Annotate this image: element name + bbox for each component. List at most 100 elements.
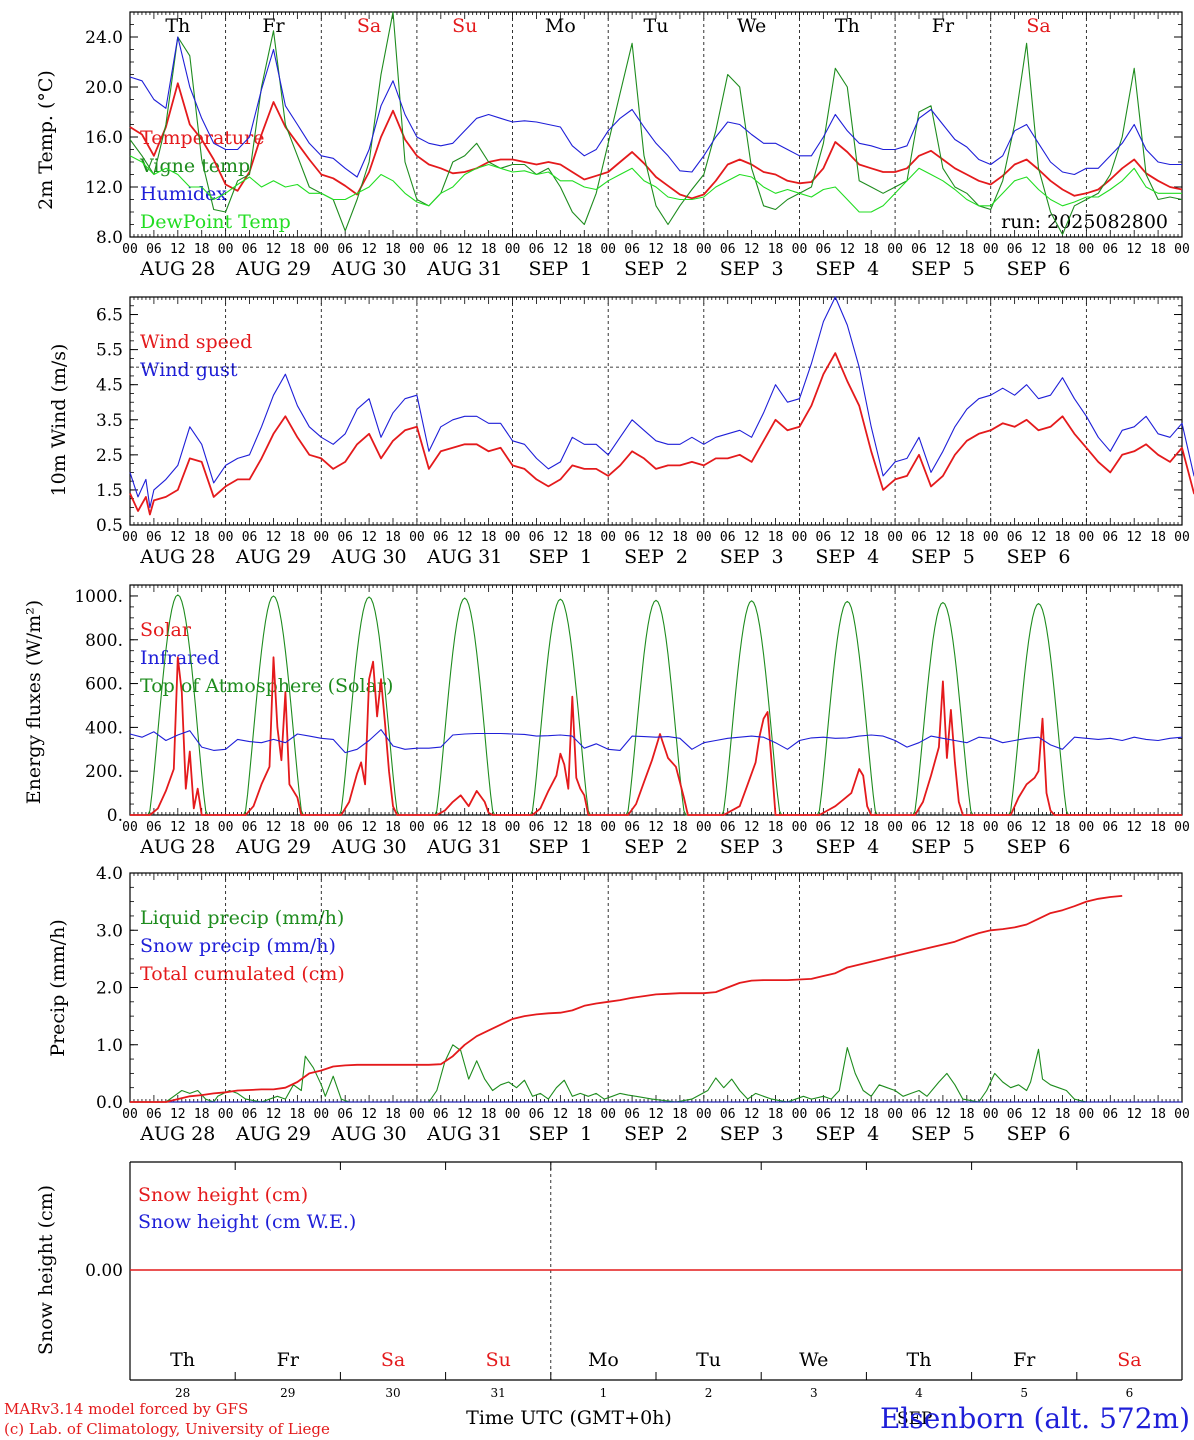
day-label: SEP 6 [1007, 836, 1071, 858]
hour-tick-label: 12 [744, 530, 760, 545]
y-tick-label: 5.5 [96, 341, 123, 361]
day-label: SEP 4 [815, 836, 879, 858]
hour-tick-label: 00 [983, 1107, 999, 1122]
ylabel-snow: Snow height (cm) [35, 1185, 57, 1355]
hour-tick-label: 06 [242, 1107, 258, 1122]
hour-tick-label: 18 [768, 242, 784, 257]
y-tick-label: 24.0 [85, 28, 123, 48]
hour-tick-label: 12 [457, 1107, 473, 1122]
hour-tick-label: 00 [600, 242, 616, 257]
hour-tick-label: 18 [959, 820, 975, 835]
hour-tick-label: 18 [481, 242, 497, 257]
y-tick-label: 4.5 [96, 376, 123, 396]
weekday-label: Mo [545, 15, 576, 37]
hour-tick-label: 00 [887, 530, 903, 545]
hour-tick-label: 06 [911, 242, 927, 257]
y-tick-label: 400. [85, 718, 123, 738]
hour-tick-label: 06 [1007, 242, 1023, 257]
hour-tick-label: 18 [290, 1107, 306, 1122]
legend-temperature: Temperature [140, 127, 264, 149]
hour-tick-label: 00 [1174, 1107, 1190, 1122]
day-label: SEP 1 [528, 546, 592, 568]
day-label: AUG 28 [139, 1123, 215, 1145]
hour-tick-label: 18 [385, 1107, 401, 1122]
time-axis-1: 00 06 12 18 00 06 12 18 00 06 12 18 00 06 12 18 00 06 12 18… [122, 297, 1190, 568]
series-infrared [129, 729, 1183, 754]
hour-tick-label: 00 [696, 1107, 712, 1122]
hour-tick-label: 18 [863, 820, 879, 835]
day-label: AUG 30 [331, 258, 407, 280]
y-tick-label: 16.0 [85, 128, 123, 148]
snow-day-number: 5 [1020, 1386, 1028, 1400]
hour-tick-label: 18 [959, 530, 975, 545]
hour-tick-label: 06 [242, 820, 258, 835]
snow-day-number: 6 [1126, 1386, 1134, 1400]
hour-tick-label: 06 [1102, 1107, 1118, 1122]
hour-tick-label: 06 [720, 1107, 736, 1122]
hour-tick-label: 06 [146, 530, 162, 545]
precip-legend: Liquid precip (mm/h) Snow precip (mm/h) … [140, 907, 345, 985]
hour-tick-label: 18 [1150, 530, 1166, 545]
snow-weekday-label: Tu [696, 1349, 721, 1371]
day-label: SEP 6 [1007, 258, 1071, 280]
day-label: AUG 30 [331, 546, 407, 568]
series-wind-speed [129, 352, 1194, 516]
hour-tick-label: 12 [553, 1107, 569, 1122]
y-tick-label: 4.0 [96, 864, 123, 884]
y-tick-label: 6.5 [96, 306, 123, 326]
hour-tick-label: 12 [1126, 242, 1142, 257]
hour-tick-label: 18 [1055, 242, 1071, 257]
hour-tick-label: 18 [576, 530, 592, 545]
hour-tick-label: 00 [1079, 1107, 1095, 1122]
hour-tick-label: 12 [361, 242, 377, 257]
hour-tick-label: 00 [313, 820, 329, 835]
day-label: SEP 1 [528, 836, 592, 858]
hour-tick-label: 06 [146, 242, 162, 257]
hour-tick-label: 12 [553, 530, 569, 545]
hour-tick-label: 12 [457, 530, 473, 545]
day-label: AUG 31 [426, 1123, 502, 1145]
hour-tick-label: 00 [792, 820, 808, 835]
y-tick-label: 3.5 [96, 411, 123, 431]
y-tick-label: 8.0 [96, 228, 123, 248]
hour-tick-label: 12 [935, 242, 951, 257]
ylabel-wind: 10m Wind (m/s) [48, 344, 70, 497]
day-label: AUG 31 [426, 258, 502, 280]
snow-day-number: 3 [810, 1386, 818, 1400]
hour-tick-label: 06 [337, 530, 353, 545]
hour-tick-label: 00 [600, 530, 616, 545]
hour-tick-label: 12 [361, 1107, 377, 1122]
hour-tick-label: 06 [816, 530, 832, 545]
snow-day-number: 28 [175, 1386, 190, 1400]
hour-tick-label: 00 [313, 530, 329, 545]
y-tick-label: 12.0 [85, 178, 123, 198]
hour-tick-label: 06 [720, 820, 736, 835]
y-tick-label: 1.5 [96, 481, 123, 501]
hour-tick-label: 12 [744, 1107, 760, 1122]
hour-tick-label: 00 [122, 530, 138, 545]
hour-tick-label: 12 [1126, 1107, 1142, 1122]
snow-day-number: 30 [385, 1386, 400, 1400]
hour-tick-label: 00 [983, 820, 999, 835]
day-label: AUG 28 [139, 258, 215, 280]
y-tick-label: 1.0 [96, 1036, 123, 1056]
hour-tick-label: 06 [433, 242, 449, 257]
legend-vigne-temp: Vigne temp [139, 155, 250, 177]
energy-legend: Solar Infrared Top of Atmosphere (Solar) [140, 619, 393, 697]
time-axis-3: 00 06 12 18 00 06 12 18 00 06 12 18 00 06 12 18 00 06 12 18… [122, 873, 1190, 1145]
hour-tick-label: 00 [887, 242, 903, 257]
y-tick-label: 800. [85, 631, 123, 651]
snow-day-number: 31 [491, 1386, 506, 1400]
hour-tick-label: 12 [553, 820, 569, 835]
weekday-label: We [737, 15, 766, 37]
day-label: SEP 2 [624, 258, 688, 280]
day-label: AUG 29 [235, 1123, 311, 1145]
hour-tick-label: 12 [266, 820, 282, 835]
series-humidex [129, 36, 1182, 178]
day-label: SEP 4 [815, 258, 879, 280]
hour-tick-label: 18 [481, 1107, 497, 1122]
time-axis-2: 00 06 12 18 00 06 12 18 00 06 12 18 00 06 12 18 00 06 12 18… [122, 585, 1190, 858]
legend-wind-gust: Wind gust [140, 359, 238, 381]
day-label: SEP 3 [720, 1123, 784, 1145]
day-label: AUG 31 [426, 836, 502, 858]
